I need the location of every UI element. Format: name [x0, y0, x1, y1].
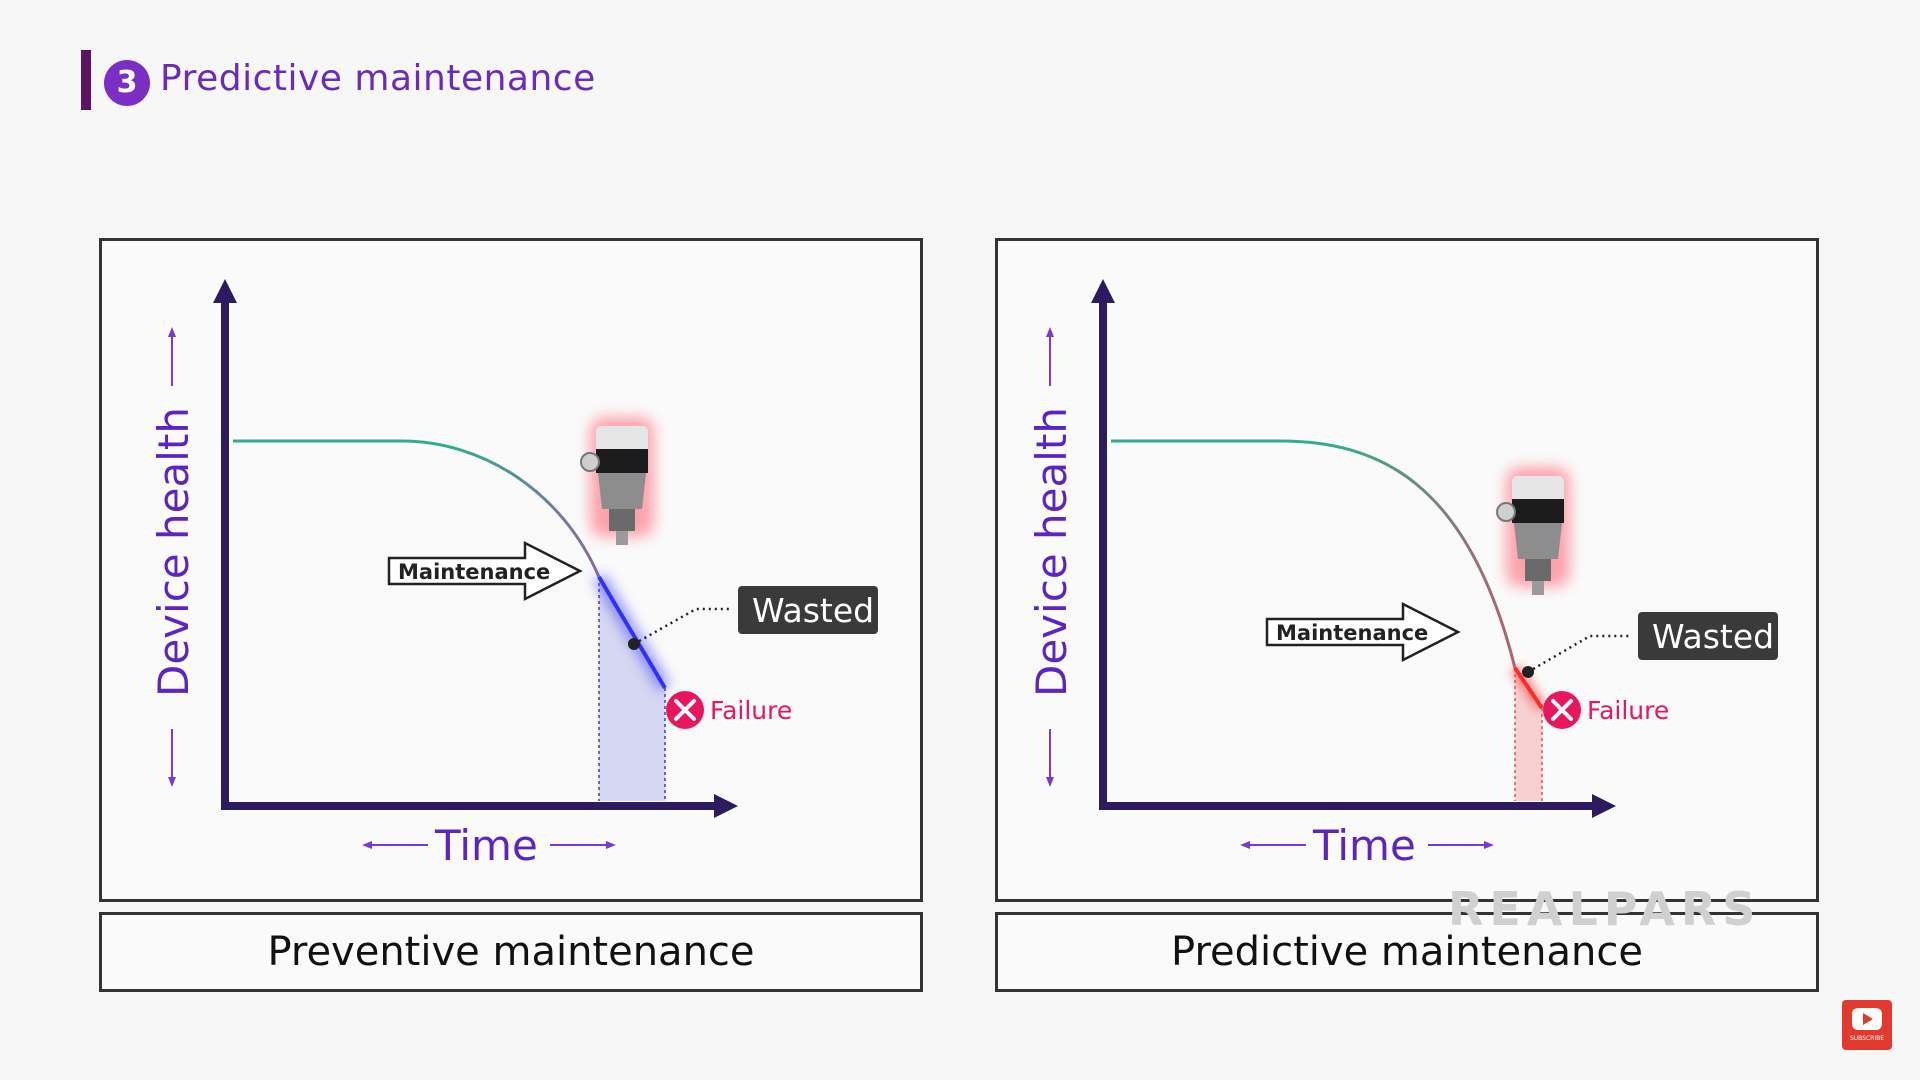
predictive-chart-panel: Device health Time Maintenance — [995, 238, 1819, 902]
y-label-down-arrowhead — [1046, 777, 1054, 787]
subscribe-button[interactable]: SUBSCRIBE — [1842, 1000, 1892, 1050]
preventive-diagram: Device health Time Maintenance — [149, 279, 878, 870]
x-axis-label: Time — [1312, 821, 1416, 870]
y-label-up-arrowhead — [1046, 327, 1054, 337]
wasted-label-box — [1638, 612, 1778, 660]
predictive-caption: Predictive maintenance — [995, 912, 1819, 992]
maintenance-arrow: Maintenance — [1265, 601, 1461, 663]
x-axis-arrowhead — [714, 794, 738, 818]
realpars-watermark: REALPARS — [1448, 882, 1762, 936]
maintenance-label: Maintenance — [398, 560, 550, 584]
wasted-leader-line — [1527, 634, 1631, 674]
y-axis-label: Device health — [149, 407, 198, 697]
wasted-label: Wasted — [1652, 617, 1774, 656]
x-axis-label: Time — [434, 821, 538, 870]
wasted-leader-line — [633, 607, 731, 646]
failure-x-glyph — [674, 699, 696, 721]
wasted-label-box — [738, 586, 878, 634]
level-sensor-icon — [1496, 467, 1570, 595]
y-axis-arrowhead — [213, 279, 237, 303]
page-title: Predictive maintenance — [160, 58, 596, 99]
failure-x-glyph — [1551, 699, 1573, 721]
preventive-chart-panel: Device health Time Maintenance — [99, 238, 923, 902]
x-label-left-arrowhead — [362, 841, 372, 849]
y-label-down-arrowhead — [168, 777, 176, 787]
youtube-play-icon — [1852, 1008, 1882, 1030]
section-number-badge: 3 — [104, 60, 150, 106]
failure-label: Failure — [710, 696, 792, 725]
level-sensor-icon — [580, 417, 654, 545]
x-label-right-arrowhead — [1484, 841, 1494, 849]
y-label-up-arrowhead — [168, 327, 176, 337]
subscribe-label: SUBSCRIBE — [1849, 1035, 1885, 1042]
maintenance-arrow: Maintenance — [387, 540, 583, 602]
wasted-label: Wasted — [752, 591, 874, 630]
maintenance-label: Maintenance — [1276, 621, 1428, 645]
wasted-segment — [1513, 666, 1544, 710]
health-curve — [1111, 439, 1517, 669]
wasted-area — [599, 577, 665, 801]
y-axis-arrowhead — [1091, 279, 1115, 303]
x-axis-arrowhead — [1592, 794, 1616, 818]
x-label-left-arrowhead — [1240, 841, 1250, 849]
x-label-right-arrowhead — [606, 841, 616, 849]
failure-label: Failure — [1587, 696, 1669, 725]
y-axis-label: Device health — [1027, 407, 1076, 697]
wasted-segment — [597, 575, 667, 690]
health-curve — [233, 439, 601, 578]
header-accent-bar — [81, 50, 91, 110]
predictive-diagram: Device health Time Maintenance — [1027, 279, 1778, 870]
preventive-caption: Preventive maintenance — [99, 912, 923, 992]
